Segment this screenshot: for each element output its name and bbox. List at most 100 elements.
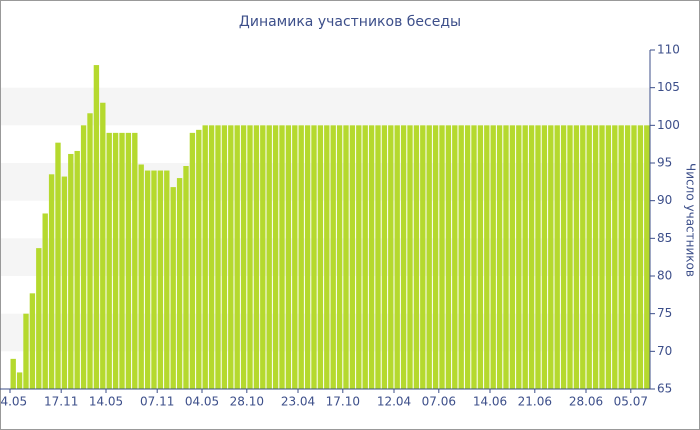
bar [356,125,362,389]
bar [170,187,176,389]
x-tick-label: 17.11 [44,395,78,409]
x-tick-label: 07.11 [140,395,174,409]
bar [381,125,388,389]
bar [311,125,317,389]
bar [464,125,471,389]
x-tick-label: 07.06 [422,395,456,409]
bar [132,132,138,389]
bar [138,164,144,389]
bar [496,125,503,389]
bar [106,132,112,389]
bar [349,125,356,389]
bar [183,166,189,389]
bar [624,125,631,389]
x-tick-label: 12.04 [377,395,411,409]
bar [509,125,516,389]
bar [304,125,311,389]
y-tick-label: 95 [657,156,672,170]
bar [80,125,87,389]
grid-band [1,87,650,126]
bar [68,153,74,389]
bar [599,125,605,389]
bar [560,125,567,389]
bar [458,125,464,389]
bar [151,170,157,389]
bar [477,125,484,389]
bar [471,125,477,389]
bar [490,125,496,389]
bar [516,125,522,389]
bar [586,125,592,389]
bar [189,132,196,389]
bar [362,125,368,389]
bar [503,125,509,389]
bar [29,293,36,389]
bar [272,125,279,389]
bar [548,125,554,389]
bar [285,125,292,389]
bar [196,129,202,389]
x-tick-label: 04.05 [185,395,219,409]
bar [42,213,48,389]
bar [228,125,234,389]
bar [330,125,336,389]
bar [202,125,208,389]
bar [522,125,528,389]
bar [618,125,624,389]
y-tick-label: 75 [657,306,672,320]
bar [432,125,439,389]
bar [208,125,215,389]
bar [612,125,618,389]
bar [55,142,61,389]
bar [439,125,445,389]
x-tick-label: 17.10 [326,395,360,409]
bar [637,125,644,389]
bar [592,125,599,389]
y-tick-label: 80 [657,269,672,283]
bar [260,125,266,389]
chart-title: Динамика участников беседы [239,14,461,30]
x-tick-label: 24.05 [0,395,27,409]
bar [164,170,170,389]
bar [10,358,16,389]
bar [368,125,375,389]
y-tick-label: 70 [657,344,672,358]
bar [119,132,125,389]
x-tick-label: 28.06 [569,395,603,409]
bar [112,132,119,389]
bar [605,125,612,389]
bar [93,65,100,390]
x-tick-label: 14.06 [473,395,507,409]
y-axis-label: Число участников [684,163,698,277]
y-tick-label: 65 [657,382,672,396]
bar [336,125,343,389]
bar [87,113,93,389]
bar [157,170,164,389]
bar [221,125,228,389]
y-tick-label: 90 [657,193,672,207]
bar [144,170,151,389]
x-tick-label: 14.05 [89,395,123,409]
bar [580,125,586,389]
bar [413,125,420,389]
bar [61,176,68,389]
bar [125,132,132,389]
bar [292,125,298,389]
bar [631,125,637,389]
x-tick-label: 21.06 [518,395,552,409]
y-tick-label: 85 [657,231,672,245]
bar [375,125,381,389]
bar [234,125,240,389]
bar [394,125,400,389]
bar [100,102,106,389]
bar [176,178,183,389]
bar [426,125,432,389]
bar [279,125,285,389]
bar [388,125,394,389]
bar [554,125,560,389]
bar [253,125,260,389]
y-tick-label: 110 [657,43,680,57]
bar [266,125,272,389]
bar [74,150,80,389]
